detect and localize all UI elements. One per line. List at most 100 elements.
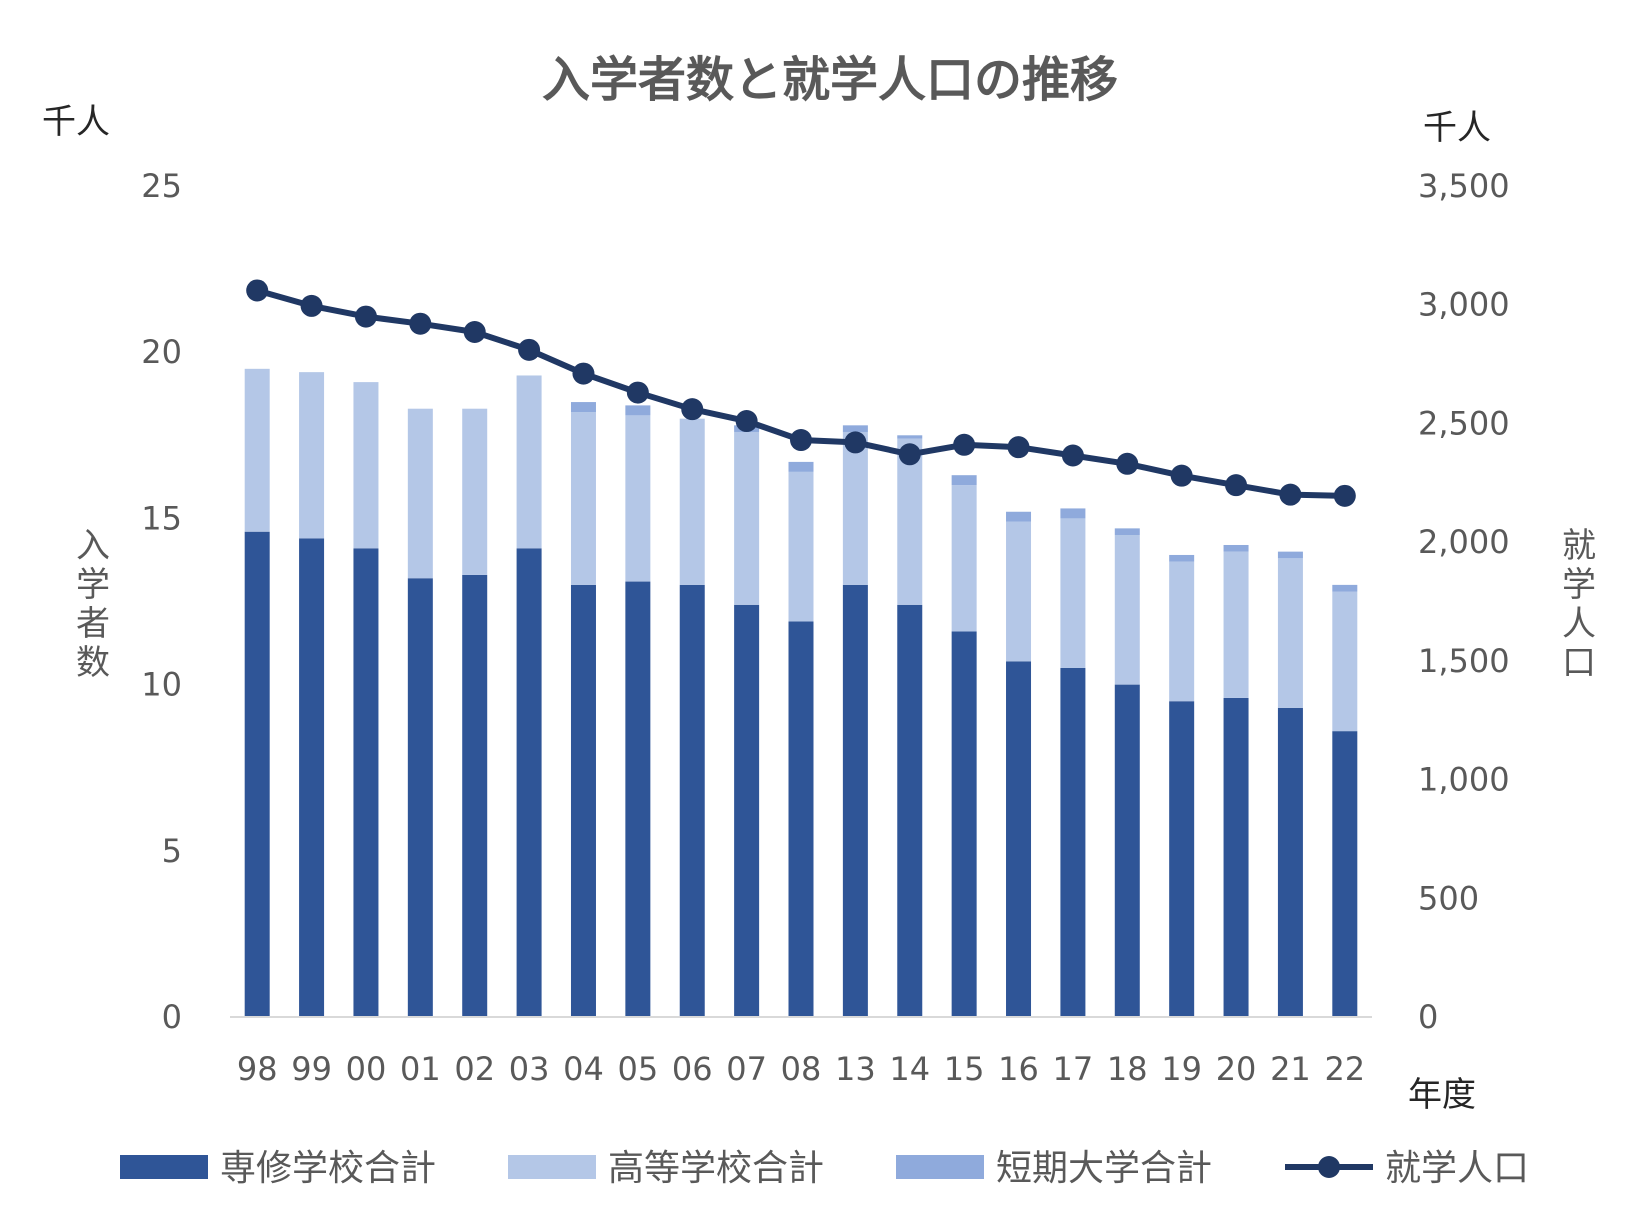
bar-専修学校合計-14 xyxy=(897,604,923,1017)
bar-専修学校合計-16 xyxy=(1006,661,1032,1017)
x-tick-label: 03 xyxy=(509,1050,550,1088)
bar-高等学校合計-13 xyxy=(842,431,868,585)
bar-短期大学合計-04 xyxy=(570,402,596,413)
x-tick-label: 17 xyxy=(1053,1050,1094,1088)
chart-title: 入学者数と就学人口の推移 xyxy=(542,52,1118,108)
bar-高等学校合計-03 xyxy=(516,375,542,549)
bar-専修学校合計-13 xyxy=(842,584,868,1017)
bar-高等学校合計-99 xyxy=(299,372,325,539)
y-tick-label: 10 xyxy=(141,666,182,704)
x-tick-label: 22 xyxy=(1324,1050,1365,1088)
point-就学人口-06 xyxy=(681,398,704,421)
right-axis-unit: 千人 xyxy=(1423,108,1491,148)
bar-短期大学合計-19 xyxy=(1169,554,1195,562)
point-就学人口-02 xyxy=(463,321,486,344)
legend-swatch-専修学校合計 xyxy=(120,1155,208,1179)
point-就学人口-98 xyxy=(246,279,269,302)
y2-axis-ticks: 0 500 1,000 1,500 2,000 2,500 3,000 3,500 xyxy=(1418,167,1510,1036)
point-就学人口-15 xyxy=(953,433,976,456)
bar-高等学校合計-06 xyxy=(679,418,705,585)
y-tick-label: 0 xyxy=(162,998,182,1036)
bar-高等学校合計-14 xyxy=(897,438,923,605)
point-就学人口-01 xyxy=(409,312,432,335)
axis-title-char: 数 xyxy=(76,643,110,683)
x-tick-label: 13 xyxy=(835,1050,876,1088)
bar-高等学校合計-22 xyxy=(1332,591,1358,732)
x-tick-label: 00 xyxy=(346,1050,387,1088)
x-tick-label: 01 xyxy=(400,1050,441,1088)
point-就学人口-05 xyxy=(626,381,649,404)
axis-title-char: 学 xyxy=(76,565,110,605)
x-tick-label: 15 xyxy=(944,1050,985,1088)
point-就学人口-99 xyxy=(300,294,323,317)
y-tick-label: 15 xyxy=(141,499,182,537)
bar-短期大学合計-18 xyxy=(1114,528,1140,536)
bar-高等学校合計-04 xyxy=(570,412,596,585)
bar-高等学校合計-98 xyxy=(244,368,270,532)
x-tick-label: 20 xyxy=(1216,1050,1257,1088)
legend-swatch-短期大学合計 xyxy=(896,1155,984,1179)
bar-短期大学合計-13 xyxy=(842,425,868,432)
y-tick-label: 5 xyxy=(162,832,182,870)
axis-title-char: 学 xyxy=(1562,565,1596,605)
bar-高等学校合計-00 xyxy=(353,382,379,549)
x-axis-title: 年度 xyxy=(1408,1075,1476,1115)
bar-高等学校合計-19 xyxy=(1169,561,1195,702)
bar-高等学校合計-15 xyxy=(951,485,977,632)
bar-専修学校合計-19 xyxy=(1169,701,1195,1017)
bar-専修学校合計-02 xyxy=(462,574,488,1017)
bar-高等学校合計-18 xyxy=(1114,535,1140,685)
point-就学人口-18 xyxy=(1116,452,1139,475)
bar-高等学校合計-08 xyxy=(788,471,814,622)
legend-label: 短期大学合計 xyxy=(996,1148,1212,1189)
point-就学人口-16 xyxy=(1007,436,1030,459)
bar-専修学校合計-07 xyxy=(734,604,760,1017)
y2-axis-title: 就学人口 xyxy=(1562,526,1596,683)
axis-title-char: 者 xyxy=(76,604,110,644)
left-axis-unit: 千人 xyxy=(42,102,110,142)
x-tick-label: 19 xyxy=(1161,1050,1202,1088)
bar-短期大学合計-14 xyxy=(897,435,923,439)
point-就学人口-22 xyxy=(1333,484,1356,507)
bar-短期大学合計-21 xyxy=(1277,551,1303,559)
bar-短期大学合計-17 xyxy=(1060,508,1086,519)
x-tick-label: 99 xyxy=(291,1050,332,1088)
y-axis-ticks: 0 5 10 15 20 25 xyxy=(141,167,182,1036)
bar-短期大学合計-08 xyxy=(788,461,814,472)
y2-tick-label: 1,500 xyxy=(1418,642,1510,680)
bar-高等学校合計-16 xyxy=(1006,521,1032,662)
x-tick-label: 21 xyxy=(1270,1050,1311,1088)
bar-専修学校合計-06 xyxy=(679,584,705,1017)
y2-tick-label: 2,500 xyxy=(1418,404,1510,442)
legend-label: 高等学校合計 xyxy=(608,1148,824,1189)
legend-label: 就学人口 xyxy=(1385,1148,1529,1189)
legend-swatch-高等学校合計 xyxy=(508,1155,596,1179)
bar-専修学校合計-21 xyxy=(1277,707,1303,1017)
legend-marker-就学人口 xyxy=(1318,1156,1340,1178)
bar-専修学校合計-01 xyxy=(407,578,433,1017)
x-tick-label: 98 xyxy=(237,1050,278,1088)
bar-短期大学合計-20 xyxy=(1223,544,1249,552)
y2-tick-label: 3,000 xyxy=(1418,286,1510,324)
bar-高等学校合計-02 xyxy=(462,408,488,575)
bar-高等学校合計-21 xyxy=(1277,558,1303,708)
x-tick-label: 04 xyxy=(563,1050,604,1088)
bar-専修学校合計-15 xyxy=(951,631,977,1017)
legend-label: 専修学校合計 xyxy=(220,1148,436,1189)
bar-高等学校合計-01 xyxy=(407,408,433,579)
bar-短期大学合計-15 xyxy=(951,475,977,486)
y-tick-label: 25 xyxy=(141,167,182,205)
y2-tick-label: 2,000 xyxy=(1418,523,1510,561)
y2-tick-label: 500 xyxy=(1418,879,1479,917)
bar-専修学校合計-20 xyxy=(1223,697,1249,1017)
bar-高等学校合計-17 xyxy=(1060,518,1086,668)
bar-series xyxy=(244,368,1358,1017)
bar-専修学校合計-98 xyxy=(244,531,270,1017)
y-tick-label: 20 xyxy=(141,333,182,371)
point-就学人口-03 xyxy=(518,338,541,361)
x-tick-label: 07 xyxy=(726,1050,767,1088)
x-tick-label: 16 xyxy=(998,1050,1039,1088)
point-就学人口-19 xyxy=(1170,464,1193,487)
x-tick-label: 08 xyxy=(781,1050,822,1088)
